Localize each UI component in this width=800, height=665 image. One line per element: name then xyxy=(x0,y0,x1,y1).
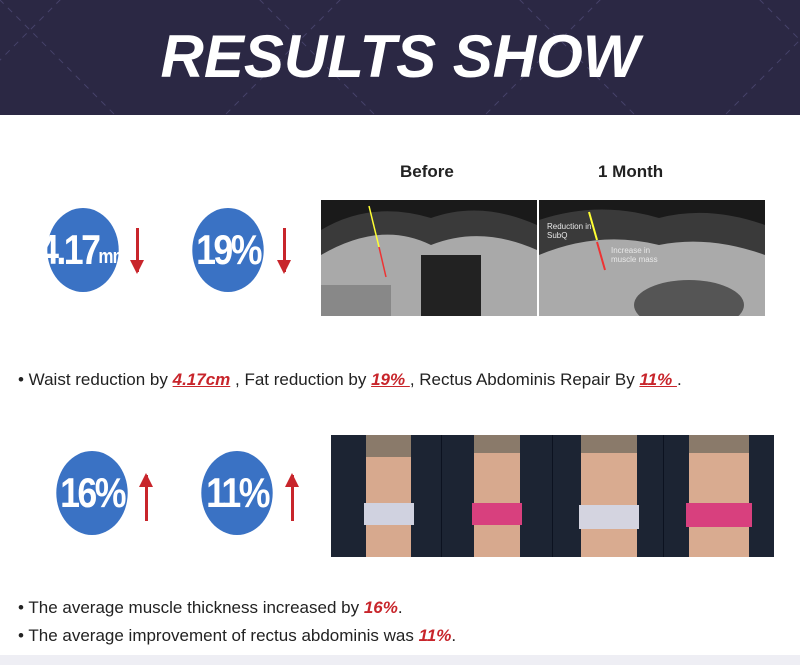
photo-1 xyxy=(331,435,442,557)
rectus-improvement-value: 11% xyxy=(418,626,452,645)
summary-text: , Fat reduction by xyxy=(230,370,372,389)
scan-annotation-subq: Reduction in SubQ xyxy=(547,222,592,240)
muscle-value: 16% xyxy=(363,598,398,617)
page-title: RESULTS SHOW xyxy=(160,23,640,90)
diamond-pattern xyxy=(0,0,800,115)
summary-line-3: • The average improvement of rectus abdo… xyxy=(18,626,456,646)
arrow-up-icon xyxy=(139,473,153,521)
summary-line-1: • Waist reduction by 4.17cm , Fat reduct… xyxy=(18,370,682,390)
rectus-value: 11% xyxy=(639,370,677,389)
photo-4 xyxy=(664,435,774,557)
stat-value: 16% xyxy=(60,469,126,516)
photo-2 xyxy=(442,435,553,557)
scan-annotation-muscle: Increase in muscle mass xyxy=(611,246,658,264)
before-after-body-photos xyxy=(331,435,774,557)
summary-line-2: • The average muscle thickness increased… xyxy=(18,598,403,618)
waist-value: 4.17cm xyxy=(172,370,231,389)
scan-before-image xyxy=(321,200,537,316)
stat-circle-fat: 19% xyxy=(192,208,264,292)
before-label: Before xyxy=(400,162,454,181)
summary-text: . xyxy=(676,370,682,389)
stat-circle-rectus: 11% xyxy=(201,451,273,535)
summary-text: . xyxy=(451,626,457,645)
summary-text: • Waist reduction by xyxy=(18,370,173,389)
after-label: 1 Month xyxy=(598,162,664,181)
header-banner: RESULTS SHOW xyxy=(0,0,800,115)
fat-value: 19% xyxy=(371,370,410,389)
arrow-down-icon xyxy=(277,228,291,274)
arrow-down-icon xyxy=(130,228,144,274)
stat-value: 11% xyxy=(206,469,270,516)
summary-text: • The average improvement of rectus abdo… xyxy=(18,626,419,645)
footer-band xyxy=(0,655,800,665)
scan-after-image: Reduction in SubQ Increase in muscle mas… xyxy=(539,200,765,316)
photo-3 xyxy=(553,435,664,557)
summary-text: • The average muscle thickness increased… xyxy=(18,598,364,617)
stat-value: 4.17 xyxy=(39,226,101,273)
stat-value: 19% xyxy=(196,226,262,273)
stat-unit: mm xyxy=(98,245,127,268)
summary-text: , Rectus Abdominis Repair By xyxy=(409,370,640,389)
summary-text: . xyxy=(397,598,403,617)
arrow-up-icon xyxy=(285,473,299,521)
stat-circle-muscle: 16% xyxy=(56,451,128,535)
stat-circle-waist: 4.17 mm xyxy=(39,208,128,292)
